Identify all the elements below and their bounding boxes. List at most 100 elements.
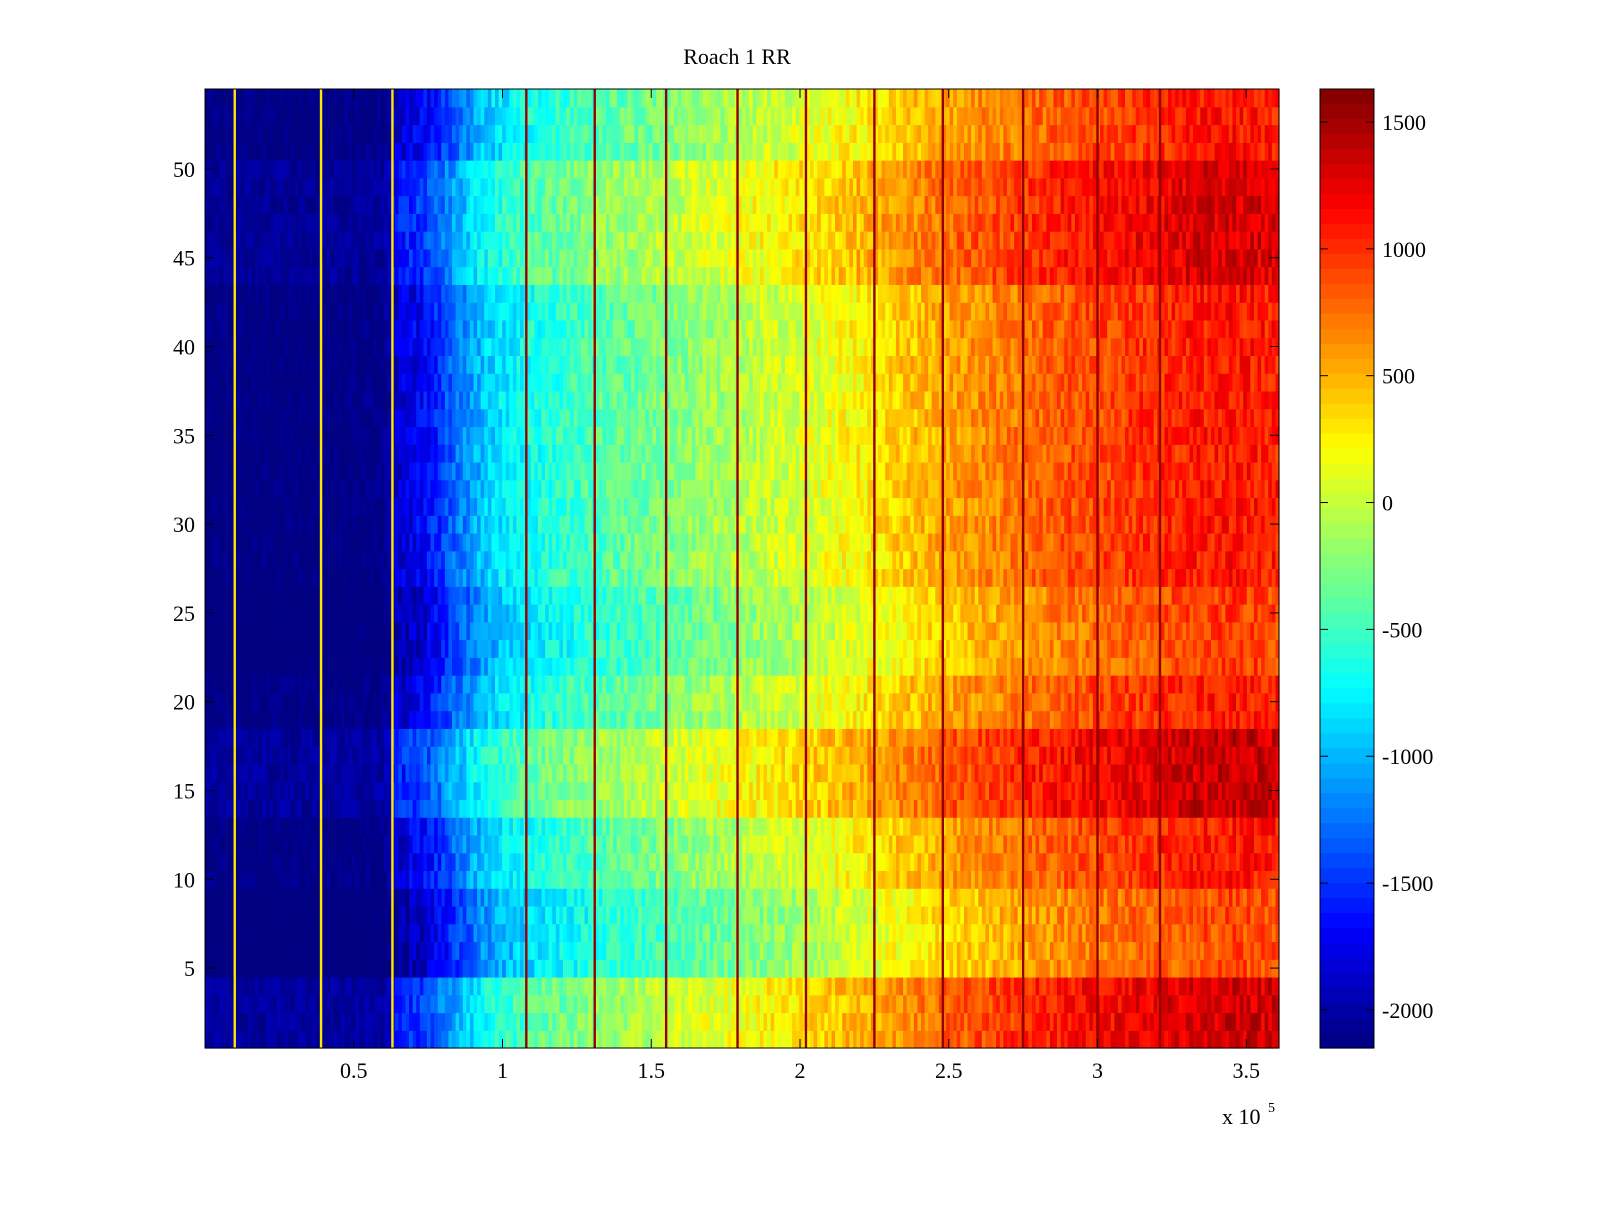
heatmap-cell [752, 941, 757, 960]
heatmap-cell [921, 976, 926, 996]
heatmap-cell [1214, 834, 1219, 854]
heatmap-cell [487, 959, 492, 978]
heatmap-cell [545, 959, 550, 978]
heatmap-cell [541, 746, 546, 765]
heatmap-cell [1232, 994, 1237, 1014]
heatmap-cell [219, 870, 224, 889]
heatmap-cell [895, 1030, 901, 1049]
heatmap-cell [792, 941, 797, 960]
heatmap-cell [584, 959, 589, 978]
heatmap-cell [992, 1012, 997, 1031]
heatmap-cell [516, 763, 521, 783]
heatmap-cell [1243, 994, 1248, 1014]
heatmap-cell [298, 994, 303, 1014]
heatmap-cell [738, 799, 743, 818]
heatmap-cell [742, 763, 747, 783]
heatmap-cell [1160, 941, 1166, 960]
heatmap-cell [759, 905, 765, 925]
heatmap-cell [1264, 976, 1269, 996]
heatmap-cell [362, 905, 367, 925]
heatmap-cell [1221, 941, 1226, 960]
heatmap-cell [756, 852, 761, 872]
heatmap-cell [394, 746, 399, 765]
heatmap-cell [974, 923, 979, 943]
heatmap-cell [1114, 1030, 1119, 1049]
heatmap-cell [1078, 1012, 1083, 1031]
heatmap-cell [638, 976, 643, 996]
heatmap-cell [695, 959, 700, 978]
heatmap-cell [913, 1030, 919, 1049]
heatmap-cell [910, 923, 915, 943]
heatmap-cell [960, 994, 965, 1014]
heatmap-cell [1236, 888, 1241, 907]
heatmap-cell [1103, 781, 1108, 800]
heatmap-cell [312, 870, 317, 889]
heatmap-cell [742, 834, 747, 854]
heatmap-cell [673, 1012, 679, 1031]
heatmap-cell [1017, 870, 1022, 889]
heatmap-cell [892, 817, 897, 836]
heatmap-cell [358, 923, 364, 943]
heatmap-cell [1125, 1012, 1130, 1031]
heatmap-cell [444, 923, 450, 943]
heatmap-cell [1110, 852, 1115, 872]
heatmap-cell [244, 834, 249, 854]
heatmap-cell [731, 923, 736, 943]
heatmap-cell [405, 941, 410, 960]
heatmap-cell [1175, 870, 1180, 889]
heatmap-cell [677, 994, 682, 1014]
heatmap-cell [1014, 959, 1019, 978]
heatmap-cell [634, 817, 639, 836]
heatmap-cell [1071, 834, 1076, 854]
heatmap-cell [1114, 941, 1119, 960]
heatmap-cell [1057, 1012, 1062, 1031]
heatmap-cell [910, 941, 915, 960]
heatmap-cell [1125, 959, 1130, 978]
heatmap-cell [817, 923, 822, 943]
heatmap-cell [656, 799, 661, 818]
heatmap-cell [251, 923, 256, 943]
heatmap-cell [1121, 959, 1126, 978]
heatmap-cell [777, 817, 782, 836]
heatmap-cell [989, 976, 994, 996]
heatmap-cell [366, 746, 371, 765]
heatmap-cell [641, 923, 646, 943]
heatmap-cell [620, 905, 625, 925]
heatmap-cell [512, 1012, 518, 1031]
heatmap-cell [430, 1012, 435, 1031]
heatmap-cell [745, 1030, 750, 1049]
heatmap-cell [226, 763, 231, 783]
heatmap-cell [985, 976, 990, 996]
heatmap-cell [1164, 1012, 1169, 1031]
heatmap-cell [462, 941, 467, 960]
heatmap-cell [1246, 941, 1251, 960]
heatmap-cell [548, 763, 553, 783]
heatmap-cell [1168, 870, 1173, 889]
heatmap-cell [1175, 781, 1180, 800]
heatmap-cell [767, 941, 772, 960]
heatmap-cell [1175, 923, 1180, 943]
heatmap-cell [706, 976, 711, 996]
heatmap-cell [487, 994, 492, 1014]
heatmap-cell [548, 834, 553, 854]
heatmap-cell [530, 799, 535, 818]
heatmap-cell [616, 763, 621, 783]
heatmap-cell [792, 834, 797, 854]
heatmap-cell [394, 763, 399, 783]
heatmap-cell [498, 888, 503, 907]
heatmap-cell [355, 870, 360, 889]
heatmap-cell [240, 994, 245, 1014]
heatmap-cell [520, 834, 525, 854]
heatmap-cell [1089, 905, 1094, 925]
heatmap-cell [1039, 959, 1044, 978]
heatmap-cell [469, 923, 475, 943]
heatmap-cell [870, 1012, 876, 1031]
heatmap-cell [441, 834, 446, 854]
heatmap-cell [570, 746, 575, 765]
heatmap-cell [1261, 905, 1266, 925]
heatmap-cell [1046, 763, 1051, 783]
heatmap-cell [992, 888, 997, 907]
heatmap-cell [756, 1012, 761, 1031]
heatmap-cell [917, 781, 922, 800]
heatmap-cell [362, 976, 367, 996]
